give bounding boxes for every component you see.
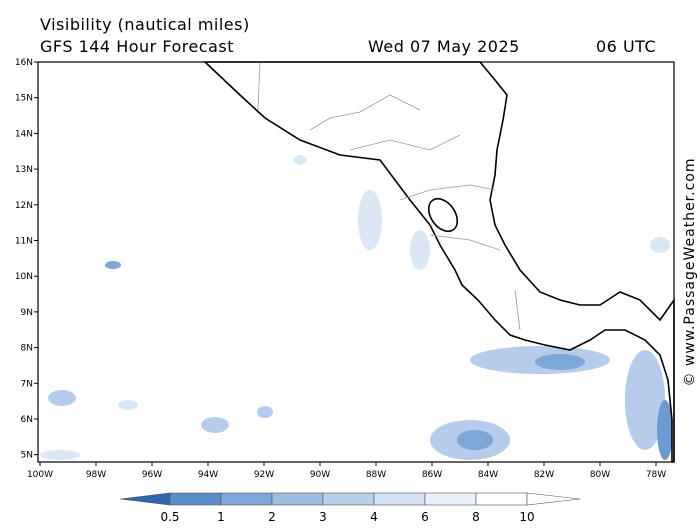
lon-label: 80W [590, 470, 610, 480]
colorbar-label: 4 [370, 510, 378, 524]
coastline [202, 61, 675, 463]
lon-label: 88W [366, 470, 386, 480]
lon-label: 100W [27, 470, 53, 480]
credit: © www.PassageWeather.com [682, 157, 698, 386]
visibility-shading [40, 79, 673, 460]
colorbar-arrow [119, 492, 171, 506]
colorbar-label: 8 [472, 510, 480, 524]
map-frame [37, 61, 675, 463]
colorbar-label: 2 [268, 510, 276, 524]
lat-label: 8N [21, 344, 33, 354]
lat-label: 10N [15, 272, 33, 282]
colorbar-segment [322, 492, 375, 506]
lat-label: 13N [15, 165, 33, 175]
colorbar-segment [424, 492, 477, 506]
colorbar-label: 0.5 [160, 510, 179, 524]
lat-axis: 16N 15N 14N 13N 12N 11N 10N 9N 8N 7N 6N 5N [15, 58, 38, 461]
title: Visibility (nautical miles) [40, 15, 250, 34]
lon-label: 86W [422, 470, 442, 480]
colorbar: 0.5 1 2 3 4 6 8 10 [119, 492, 581, 524]
subtitle: GFS 144 Hour Forecast [40, 37, 234, 56]
colorbar-segment [220, 492, 273, 506]
lon-label: 78W [646, 470, 666, 480]
lat-label: 16N [15, 58, 33, 68]
lat-label: 14N [15, 129, 33, 139]
time: 06 UTC [596, 37, 656, 56]
colorbar-label: 10 [519, 510, 534, 524]
lat-label: 7N [21, 379, 33, 389]
lon-label: 92W [254, 470, 274, 480]
lon-label: 84W [478, 470, 498, 480]
colorbar-segment [169, 492, 222, 506]
lat-label: 11N [15, 237, 33, 247]
colorbar-segment [373, 492, 426, 506]
lon-label: 82W [534, 470, 554, 480]
colorbar-label: 3 [319, 510, 327, 524]
borders [257, 61, 521, 331]
date: Wed 07 May 2025 [368, 37, 520, 56]
lon-label: 94W [198, 470, 218, 480]
lon-axis: 100W 98W 96W 94W 92W 90W 88W 86W 84W 82W 80W 78W [27, 462, 666, 480]
colorbar-arrow [526, 492, 581, 506]
colorbar-segment [271, 492, 324, 506]
lon-label: 98W [86, 470, 106, 480]
colorbar-label: 1 [217, 510, 225, 524]
lon-label: 90W [310, 470, 330, 480]
colorbar-label: 6 [421, 510, 429, 524]
lat-label: 5N [21, 451, 33, 461]
lon-label: 96W [142, 470, 162, 480]
lat-label: 6N [21, 415, 33, 425]
lat-label: 15N [15, 94, 33, 104]
lat-label: 12N [15, 201, 33, 211]
colorbar-segment [475, 492, 528, 506]
lat-label: 9N [21, 308, 33, 318]
